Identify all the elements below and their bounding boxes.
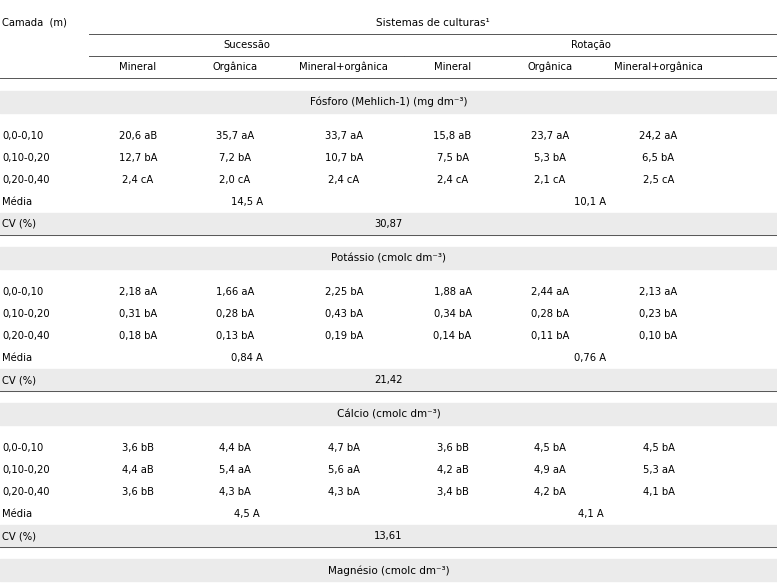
Text: 0,10-0,20: 0,10-0,20 (2, 465, 50, 475)
Text: 1,88 aA: 1,88 aA (434, 287, 472, 297)
Text: 2,4 cA: 2,4 cA (328, 175, 360, 185)
Text: 0,34 bA: 0,34 bA (434, 309, 472, 319)
Text: 30,87: 30,87 (375, 219, 402, 229)
Text: 0,28 bA: 0,28 bA (531, 309, 569, 319)
Text: 0,23 bA: 0,23 bA (639, 309, 678, 319)
Text: 5,3 aA: 5,3 aA (643, 465, 674, 475)
Text: 4,7 bA: 4,7 bA (328, 443, 360, 454)
Text: 12,7 bA: 12,7 bA (119, 153, 157, 163)
Text: 21,42: 21,42 (375, 375, 402, 385)
Text: Orgânica: Orgânica (527, 61, 573, 72)
Text: Sistemas de culturas¹: Sistemas de culturas¹ (376, 17, 490, 27)
Text: 5,6 aA: 5,6 aA (328, 465, 360, 475)
Text: 0,76 A: 0,76 A (574, 353, 607, 363)
Text: 2,4 cA: 2,4 cA (122, 175, 154, 185)
Text: 0,18 bA: 0,18 bA (119, 331, 157, 341)
Text: 4,9 aA: 4,9 aA (534, 465, 566, 475)
Text: 4,2 bA: 4,2 bA (534, 487, 566, 497)
Text: 0,0-0,10: 0,0-0,10 (2, 443, 44, 454)
Text: 0,10-0,20: 0,10-0,20 (2, 153, 50, 163)
Text: 2,0 cA: 2,0 cA (219, 175, 251, 185)
Text: 4,5 bA: 4,5 bA (534, 443, 566, 454)
Text: 0,0-0,10: 0,0-0,10 (2, 131, 44, 141)
Text: Mineral+orgânica: Mineral+orgânica (299, 61, 388, 72)
Text: Média: Média (2, 510, 33, 519)
Text: Mineral: Mineral (434, 62, 471, 72)
Text: Cálcio (cmolᴄ dm⁻³): Cálcio (cmolᴄ dm⁻³) (336, 409, 441, 419)
Text: Fósforo (Mehlich-1) (mg dm⁻³): Fósforo (Mehlich-1) (mg dm⁻³) (310, 97, 467, 107)
Text: 14,5 A: 14,5 A (231, 197, 263, 207)
Text: 0,43 bA: 0,43 bA (325, 309, 363, 319)
Text: 0,14 bA: 0,14 bA (434, 331, 472, 341)
Text: 33,7 aA: 33,7 aA (325, 131, 363, 141)
Text: 5,3 bA: 5,3 bA (534, 153, 566, 163)
Text: 4,1 A: 4,1 A (577, 510, 604, 519)
Bar (0, 403, 777, 425)
Text: Mineral+orgânica: Mineral+orgânica (614, 61, 703, 72)
Bar (0, 560, 777, 581)
Text: Sucessão: Sucessão (223, 40, 270, 50)
Text: 2,1 cA: 2,1 cA (534, 175, 566, 185)
Text: CV (%): CV (%) (2, 219, 37, 229)
Text: 0,19 bA: 0,19 bA (325, 331, 363, 341)
Text: 3,6 bB: 3,6 bB (437, 443, 469, 454)
Bar (0, 213, 777, 235)
Text: 2,44 aA: 2,44 aA (531, 287, 569, 297)
Text: 1,66 aA: 1,66 aA (216, 287, 254, 297)
Text: 0,13 bA: 0,13 bA (216, 331, 254, 341)
Text: 0,20-0,40: 0,20-0,40 (2, 331, 50, 341)
Text: 0,10 bA: 0,10 bA (639, 331, 678, 341)
Text: 0,0-0,10: 0,0-0,10 (2, 287, 44, 297)
Text: 2,25 bA: 2,25 bA (325, 287, 363, 297)
Text: 5,4 aA: 5,4 aA (219, 465, 251, 475)
Bar (0, 369, 777, 391)
Text: 20,6 aB: 20,6 aB (119, 131, 157, 141)
Text: Rotação: Rotação (570, 40, 611, 50)
Text: 35,7 aA: 35,7 aA (216, 131, 254, 141)
Bar (0, 247, 777, 269)
Text: 4,5 bA: 4,5 bA (643, 443, 674, 454)
Text: 13,61: 13,61 (375, 531, 402, 542)
Text: 4,3 bA: 4,3 bA (328, 487, 360, 497)
Text: Média: Média (2, 353, 33, 363)
Text: 0,20-0,40: 0,20-0,40 (2, 487, 50, 497)
Text: Camada  (m): Camada (m) (2, 17, 67, 27)
Text: 3,6 bB: 3,6 bB (122, 487, 154, 497)
Text: 2,13 aA: 2,13 aA (639, 287, 678, 297)
Text: 15,8 aB: 15,8 aB (434, 131, 472, 141)
Text: 10,1 A: 10,1 A (574, 197, 607, 207)
Text: CV (%): CV (%) (2, 531, 37, 542)
Text: CV (%): CV (%) (2, 375, 37, 385)
Text: 0,28 bA: 0,28 bA (216, 309, 254, 319)
Bar (0, 525, 777, 547)
Text: 4,2 aB: 4,2 aB (437, 465, 469, 475)
Text: 4,4 bA: 4,4 bA (219, 443, 251, 454)
Text: 4,4 aB: 4,4 aB (122, 465, 154, 475)
Text: Potássio (cmolᴄ dm⁻³): Potássio (cmolᴄ dm⁻³) (331, 253, 446, 263)
Text: 2,4 cA: 2,4 cA (437, 175, 469, 185)
Text: Média: Média (2, 197, 33, 207)
Text: 4,3 bA: 4,3 bA (219, 487, 251, 497)
Text: Magnésio (cmolᴄ dm⁻³): Magnésio (cmolᴄ dm⁻³) (328, 565, 449, 575)
Text: 3,6 bB: 3,6 bB (122, 443, 154, 454)
Text: 4,5 A: 4,5 A (234, 510, 260, 519)
Text: 6,5 bA: 6,5 bA (643, 153, 674, 163)
Text: 23,7 aA: 23,7 aA (531, 131, 569, 141)
Text: Orgânica: Orgânica (212, 61, 258, 72)
Text: 3,4 bB: 3,4 bB (437, 487, 469, 497)
Text: 0,20-0,40: 0,20-0,40 (2, 175, 50, 185)
Text: 2,5 cA: 2,5 cA (643, 175, 674, 185)
Text: 10,7 bA: 10,7 bA (325, 153, 363, 163)
Text: 0,31 bA: 0,31 bA (119, 309, 157, 319)
Text: 0,10-0,20: 0,10-0,20 (2, 309, 50, 319)
Text: 0,11 bA: 0,11 bA (531, 331, 569, 341)
Text: Mineral: Mineral (120, 62, 156, 72)
Text: 4,1 bA: 4,1 bA (643, 487, 674, 497)
Text: 0,84 A: 0,84 A (231, 353, 263, 363)
Text: 24,2 aA: 24,2 aA (639, 131, 678, 141)
Bar (0, 91, 777, 113)
Text: 7,2 bA: 7,2 bA (219, 153, 251, 163)
Text: 2,18 aA: 2,18 aA (119, 287, 157, 297)
Text: 7,5 bA: 7,5 bA (437, 153, 469, 163)
